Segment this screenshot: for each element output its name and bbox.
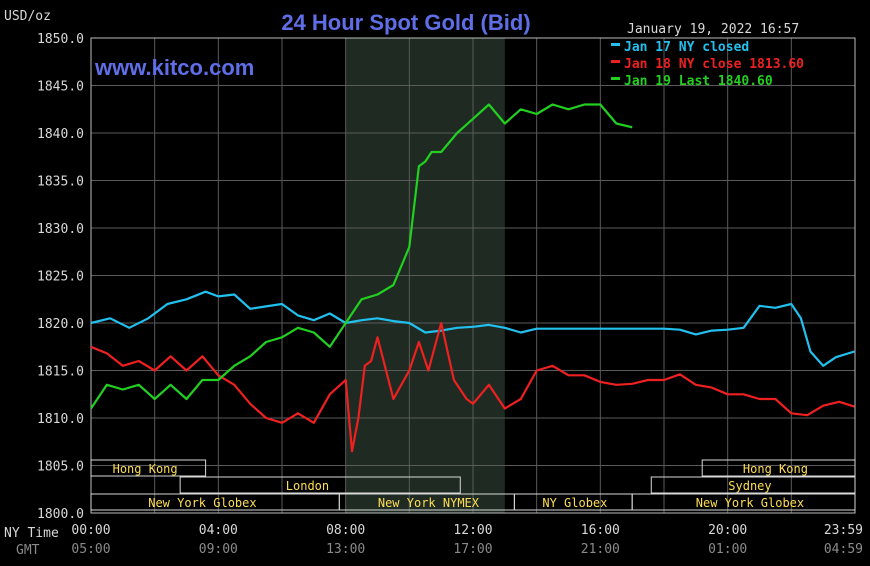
y-tick-label: 1850.0 [37, 32, 84, 47]
legend-swatch [611, 77, 620, 80]
y-axis-ticks: 1850.0 1845.0 1840.0 1835.0 1830.0 1825.0 1820… [37, 32, 84, 522]
y-tick-label: 1805.0 [37, 460, 84, 475]
chart-title: 24 Hour Spot Gold (Bid) [281, 10, 530, 35]
x-tick-label-ny: 08:00 [326, 523, 365, 538]
watermark: www.kitco.com [94, 55, 254, 80]
legend-label: Jan 19 Last 1840.60 [624, 74, 773, 89]
plot-frame [90, 37, 856, 514]
session-label: NY Globex [542, 496, 607, 510]
x-tick-label-gmt: 13:00 [326, 542, 365, 557]
legend-swatch [611, 43, 620, 46]
x-tick-label-gmt: 01:00 [708, 542, 747, 557]
x-tick-label-ny: 12:00 [453, 523, 492, 538]
timestamp: January 19, 2022 16:57 [627, 22, 799, 37]
x-tick-label-gmt: 17:00 [453, 542, 492, 557]
legend-label: Jan 17 NY closed [624, 40, 749, 55]
y-tick-label: 1800.0 [37, 507, 84, 522]
gmt-row-label: GMT [16, 543, 40, 558]
series-line [90, 290, 855, 367]
session-label: New York Globex [696, 496, 804, 510]
session-label: London [286, 479, 329, 493]
session-bar [701, 459, 856, 477]
y-tick-label: 1810.0 [37, 412, 84, 427]
y-tick-label: 1835.0 [37, 175, 84, 190]
x-axis-ticks: 00:00 04:00 08:00 12:00 16:00 20:00 23:59 05:00… [71, 523, 863, 557]
series-line [90, 103, 633, 410]
x-tick-label-ny: 23:59 [824, 523, 863, 538]
legend-label: Jan 18 NY close 1813.60 [624, 57, 804, 72]
session-label: New York Globex [148, 496, 256, 510]
market-sessions: Hong Kong Hong Kong London Sydney New York G… [90, 459, 856, 511]
x-tick-label-ny: 20:00 [708, 523, 747, 538]
x-tick-label-ny: 04:00 [199, 523, 238, 538]
x-tick-label-gmt: 04:59 [824, 542, 863, 557]
x-tick-label-gmt: 09:00 [199, 542, 238, 557]
x-tick-label-gmt: 05:00 [71, 542, 110, 557]
session-bar [179, 476, 461, 494]
session-bar [650, 476, 856, 494]
session-label: Sydney [728, 479, 771, 493]
y-tick-label: 1815.0 [37, 365, 84, 380]
y-tick-label: 1830.0 [37, 222, 84, 237]
session-label: New York NYMEX [378, 496, 480, 510]
x-tick-label-gmt: 21:00 [581, 542, 620, 557]
session-label: Hong Kong [113, 462, 178, 476]
series-line [90, 321, 855, 453]
session-label: Hong Kong [743, 462, 808, 476]
y-tick-label: 1845.0 [37, 80, 84, 95]
legend: Jan 17 NY closed Jan 18 NY close 1813.60 J… [611, 40, 804, 89]
grid [90, 37, 856, 514]
unit-label: USD/oz [4, 9, 51, 24]
y-tick-label: 1840.0 [37, 127, 84, 142]
session-bar [90, 459, 207, 477]
legend-swatch [611, 60, 620, 63]
x-tick-label-ny: 16:00 [581, 523, 620, 538]
ny-time-row-label: NY Time [4, 526, 59, 541]
y-tick-label: 1820.0 [37, 317, 84, 332]
x-tick-label-ny: 00:00 [71, 523, 110, 538]
session-bar [631, 493, 856, 511]
y-tick-label: 1825.0 [37, 270, 84, 285]
series-lines [90, 103, 855, 453]
